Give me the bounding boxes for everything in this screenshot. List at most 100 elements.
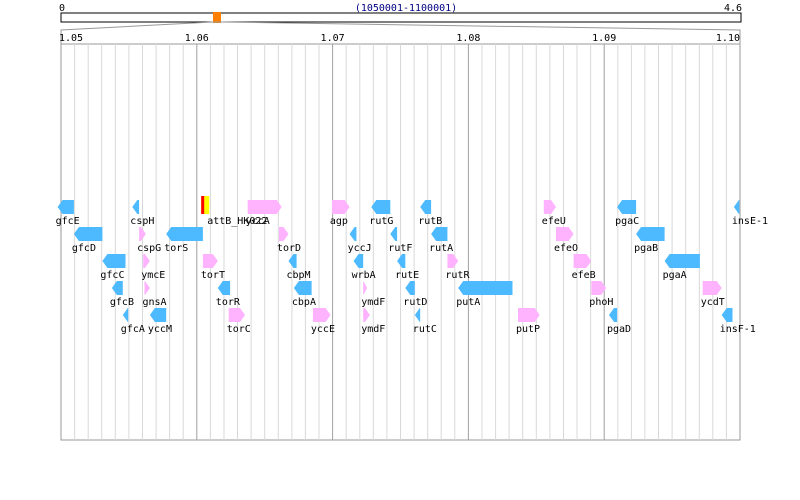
gene-feature[interactable]: torD: [277, 227, 301, 254]
gene-feature[interactable]: insE-1: [732, 200, 768, 227]
gene-label[interactable]: rutE: [395, 270, 419, 281]
gene-label[interactable]: torT: [201, 270, 225, 281]
gene-feature[interactable]: gnsA: [143, 281, 167, 308]
reverse-gene-arrow[interactable]: [664, 254, 700, 268]
site-label[interactable]: attB_HK022: [207, 216, 267, 227]
gene-label[interactable]: efeB: [572, 270, 596, 281]
gene-label[interactable]: gfcB: [110, 297, 134, 308]
forward-gene-arrow[interactable]: [556, 227, 574, 241]
gene-feature[interactable]: insF-1: [720, 308, 756, 335]
gene-label[interactable]: rutB: [418, 216, 442, 227]
gene-feature[interactable]: rutA: [429, 227, 453, 254]
reverse-gene-arrow[interactable]: [405, 281, 415, 295]
gene-label[interactable]: cbpM: [287, 270, 311, 281]
gene-feature[interactable]: pgaD: [607, 308, 631, 335]
gene-feature[interactable]: pgaB: [634, 227, 665, 254]
gene-feature[interactable]: rutR: [445, 254, 470, 281]
gene-label[interactable]: ymdF: [361, 324, 385, 335]
gene-label[interactable]: yccJ: [348, 243, 372, 254]
gene-label[interactable]: pgaA: [663, 270, 687, 281]
gene-feature[interactable]: yccM: [148, 308, 172, 335]
gene-label[interactable]: yccA: [246, 216, 270, 227]
gene-feature[interactable]: rutF: [388, 227, 412, 254]
gene-feature[interactable]: gfcB: [110, 281, 134, 308]
gene-feature[interactable]: phoH: [589, 281, 613, 308]
gene-label[interactable]: ycdT: [701, 297, 725, 308]
reverse-gene-arrow[interactable]: [458, 281, 513, 295]
gene-feature[interactable]: cbpA: [292, 281, 316, 308]
gene-label[interactable]: agp: [330, 216, 348, 227]
gene-label[interactable]: ymcE: [141, 270, 165, 281]
reverse-gene-arrow[interactable]: [733, 200, 740, 214]
gene-feature[interactable]: wrbA: [352, 254, 376, 281]
gene-label[interactable]: efeO: [554, 243, 578, 254]
gene-label[interactable]: ymdF: [361, 297, 385, 308]
reverse-gene-arrow[interactable]: [420, 200, 432, 214]
gene-feature[interactable]: ymdF: [361, 281, 385, 308]
gene-label[interactable]: torC: [227, 324, 251, 335]
forward-gene-arrow[interactable]: [518, 308, 540, 322]
gene-feature[interactable]: gfcE: [56, 200, 80, 227]
reverse-gene-arrow[interactable]: [353, 254, 364, 268]
gene-feature[interactable]: efeU: [542, 200, 566, 227]
gene-label[interactable]: pgaD: [607, 324, 631, 335]
gene-feature[interactable]: torS: [164, 227, 203, 254]
gene-label[interactable]: pgaB: [634, 243, 658, 254]
forward-gene-arrow[interactable]: [447, 254, 459, 268]
forward-gene-arrow[interactable]: [543, 200, 556, 214]
reverse-gene-arrow[interactable]: [166, 227, 203, 241]
gene-feature[interactable]: torR: [216, 281, 241, 308]
gene-label[interactable]: insF-1: [720, 324, 756, 335]
gene-feature[interactable]: putP: [516, 308, 540, 335]
gene-label[interactable]: rutA: [429, 243, 453, 254]
forward-gene-arrow[interactable]: [144, 281, 150, 295]
forward-gene-arrow[interactable]: [331, 200, 350, 214]
reverse-gene-arrow[interactable]: [721, 308, 733, 322]
gene-feature[interactable]: efeB: [572, 254, 596, 281]
gene-feature[interactable]: rutC: [413, 308, 437, 335]
gene-feature[interactable]: ycdT: [701, 281, 725, 308]
gene-feature[interactable]: agp: [330, 200, 350, 227]
reverse-gene-arrow[interactable]: [371, 200, 391, 214]
reverse-gene-arrow[interactable]: [636, 227, 665, 241]
gene-label[interactable]: torD: [277, 243, 301, 254]
gene-feature[interactable]: rutE: [395, 254, 419, 281]
gene-label[interactable]: rutR: [445, 270, 470, 281]
gene-label[interactable]: phoH: [589, 297, 613, 308]
reverse-gene-arrow[interactable]: [149, 308, 167, 322]
gene-label[interactable]: gfcD: [72, 243, 96, 254]
gene-feature[interactable]: gfcA: [121, 308, 145, 335]
forward-gene-arrow[interactable]: [279, 227, 289, 241]
gene-feature[interactable]: efeO: [554, 227, 578, 254]
gene-feature[interactable]: yccJ: [348, 227, 372, 254]
forward-gene-arrow[interactable]: [363, 281, 368, 295]
reverse-gene-arrow[interactable]: [414, 308, 421, 322]
reverse-gene-arrow[interactable]: [293, 281, 312, 295]
reverse-gene-arrow[interactable]: [617, 200, 637, 214]
forward-gene-arrow[interactable]: [143, 254, 150, 268]
gene-label[interactable]: wrbA: [352, 270, 376, 281]
gene-label[interactable]: torR: [216, 297, 241, 308]
forward-gene-arrow[interactable]: [139, 227, 146, 241]
reverse-gene-arrow[interactable]: [57, 200, 74, 214]
reverse-gene-arrow[interactable]: [288, 254, 297, 268]
gene-feature[interactable]: torT: [201, 254, 225, 281]
gene-feature[interactable]: yccE: [311, 308, 335, 335]
gene-label[interactable]: putP: [516, 324, 540, 335]
gene-label[interactable]: cbpA: [292, 297, 316, 308]
forward-gene-arrow[interactable]: [228, 308, 245, 322]
forward-gene-arrow[interactable]: [702, 281, 722, 295]
forward-gene-arrow[interactable]: [573, 254, 592, 268]
gene-label[interactable]: putA: [456, 297, 480, 308]
gene-feature[interactable]: cspH: [130, 200, 154, 227]
gene-label[interactable]: yccE: [311, 324, 335, 335]
gene-feature[interactable]: gfcC: [100, 254, 126, 281]
gene-label[interactable]: rutF: [388, 243, 412, 254]
reverse-gene-arrow[interactable]: [111, 281, 123, 295]
gene-feature[interactable]: putA: [456, 281, 513, 308]
gene-feature[interactable]: pgaC: [615, 200, 639, 227]
gene-feature[interactable]: yccA: [246, 200, 282, 227]
attb-site-marker[interactable]: attB_HK022: [201, 196, 267, 227]
gene-feature[interactable]: ymcE: [141, 254, 165, 281]
gene-feature[interactable]: gfcD: [72, 227, 103, 254]
